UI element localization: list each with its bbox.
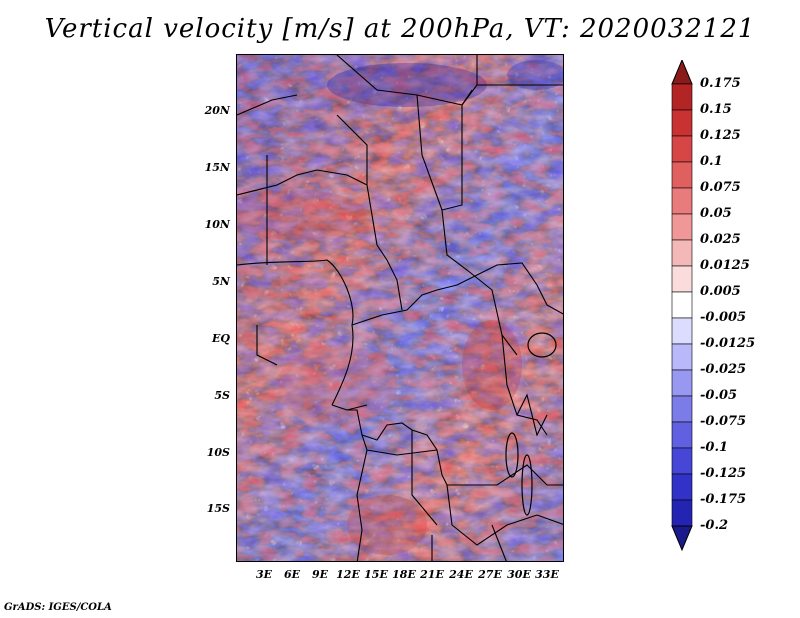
credit-text: GrADS: IGES/COLA <box>4 602 112 613</box>
colorbar-label: -0.1 <box>700 440 729 455</box>
descent-patch <box>277 345 397 425</box>
colorbar-label: -0.05 <box>700 388 738 403</box>
colorbar-segment <box>671 187 693 215</box>
descent-patch <box>347 495 427 555</box>
lon-label: 30E <box>507 568 531 581</box>
colorbar-segment <box>671 213 693 241</box>
lon-label: 33E <box>535 568 559 581</box>
colorbar-label: 0.075 <box>700 180 741 195</box>
colorbar-label: -0.075 <box>700 414 747 429</box>
colorbar-segment <box>671 239 693 267</box>
colorbar-label: 0.15 <box>700 102 732 117</box>
lon-label: 9E <box>311 568 329 581</box>
colorbar-label: 0.175 <box>700 76 741 91</box>
lat-label: 15S <box>206 502 230 515</box>
colorbar-segment <box>671 265 693 293</box>
colorbar-label: 0.025 <box>700 232 741 247</box>
colorbar-label: -0.175 <box>700 492 747 507</box>
lon-label: 27E <box>478 568 502 581</box>
colorbar-label: 0.0125 <box>700 258 750 273</box>
lon-label: 12E <box>336 568 360 581</box>
colorbar-label: 0.1 <box>700 154 723 169</box>
velocity-map <box>237 55 563 561</box>
field-speckle <box>237 55 563 561</box>
map-panel <box>236 54 564 562</box>
colorbar-segment <box>671 161 693 189</box>
descent-patch <box>237 190 367 240</box>
colorbar-label: 0.005 <box>700 284 741 299</box>
strong-descent-patch <box>462 320 522 410</box>
colorbar-segment <box>671 369 693 397</box>
lake-malawi <box>521 454 533 516</box>
lon-label: 21E <box>420 568 444 581</box>
colorbar-label: -0.025 <box>700 362 747 377</box>
colorbar-segment <box>671 109 693 137</box>
colorbar-label: 0.05 <box>700 206 732 221</box>
page-title: Vertical velocity [m/s] at 200hPa, VT: 2… <box>44 14 756 44</box>
colorbar-label: 0.125 <box>700 128 741 143</box>
colorbar-segment <box>671 473 693 501</box>
lat-label: 20N <box>204 104 230 117</box>
colorbar-extend-min <box>671 525 693 552</box>
lat-label: 5N <box>212 275 230 288</box>
colorbar-segment <box>671 291 693 319</box>
lakes <box>505 332 557 516</box>
colorbar-segment <box>671 447 693 475</box>
colorbar-label: -0.125 <box>700 466 747 481</box>
colorbar-extend-max <box>671 60 693 85</box>
lat-label: EQ <box>212 332 230 345</box>
colorbar-segment <box>671 421 693 449</box>
lon-label: 6E <box>283 568 301 581</box>
colorbar-label: -0.2 <box>700 518 729 533</box>
colorbar-label: -0.005 <box>700 310 747 325</box>
colorbar-segment <box>671 83 693 111</box>
strong-ascent-patch <box>507 60 563 90</box>
strong-ascent-patch <box>327 63 487 107</box>
colorbar-segment <box>671 499 693 527</box>
colorbar-label: -0.0125 <box>700 336 756 351</box>
colorbar-segment <box>671 317 693 345</box>
lat-label: 10N <box>204 218 230 231</box>
lon-label: 24E <box>449 568 473 581</box>
lat-label: 10S <box>206 446 230 459</box>
colorbar-segment <box>671 395 693 423</box>
lat-label: 15N <box>204 161 230 174</box>
country-borders <box>237 55 563 561</box>
colorbar <box>671 60 693 552</box>
lon-label: 3E <box>255 568 273 581</box>
lat-label: 5S <box>214 389 230 402</box>
lake-victoria <box>527 332 557 358</box>
lon-label: 18E <box>392 568 416 581</box>
lon-label: 15E <box>364 568 388 581</box>
colorbar-segment <box>671 343 693 371</box>
lake-tanganyika <box>505 432 519 478</box>
colorbar-segment <box>671 135 693 163</box>
